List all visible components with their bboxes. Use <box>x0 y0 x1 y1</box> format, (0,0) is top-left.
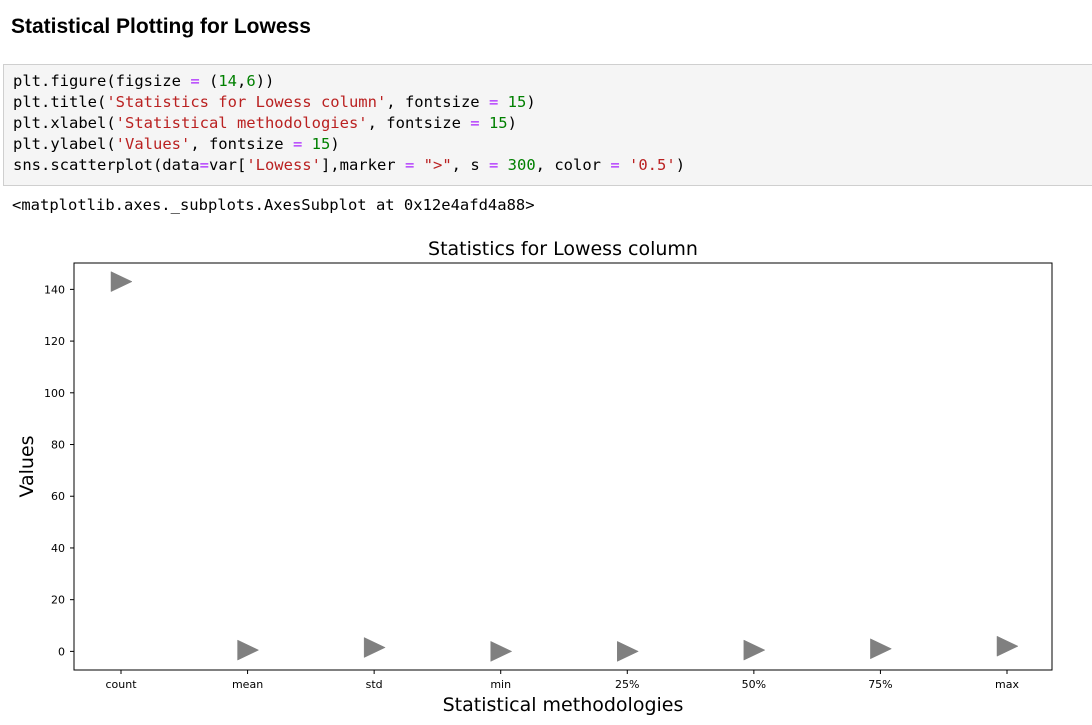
code-token: ">" <box>423 156 452 174</box>
x-tick-label: 25% <box>615 678 639 691</box>
code-token: var[ <box>208 156 247 174</box>
code-token: = <box>488 93 499 111</box>
code-token: 300 <box>507 156 536 174</box>
code-token: , <box>237 72 247 90</box>
scatter-point <box>617 640 639 662</box>
code-token: 'Values' <box>115 135 191 153</box>
code-token: , color <box>535 156 611 174</box>
code-token: ) <box>675 156 686 174</box>
code-token: 6 <box>246 72 256 90</box>
code-token: 15 <box>507 93 527 111</box>
code-token <box>414 156 423 174</box>
code-token: , fontsize <box>190 135 293 153</box>
scatter-point <box>363 637 386 658</box>
code-token: = <box>404 156 415 174</box>
code-token: ) <box>526 93 536 111</box>
y-tick-label: 0 <box>58 645 65 658</box>
code-token: ) <box>330 135 340 153</box>
code-token: = <box>488 156 499 174</box>
code-line: plt.figure(figsize = (14,6)) <box>13 71 274 92</box>
code-line: sns.scatterplot(data=var['Lowess'],marke… <box>13 155 685 176</box>
code-token: ],marker <box>320 156 405 174</box>
y-tick-label: 80 <box>51 439 65 452</box>
code-cell[interactable]: plt.figure(figsize = (14,6)) plt.title('S… <box>3 64 1092 186</box>
code-token: sns.scatterplot(data <box>13 156 200 174</box>
code-token <box>480 114 489 132</box>
code-token <box>620 156 629 174</box>
y-tick-label: 60 <box>51 490 65 503</box>
cell-output-text: <matplotlib.axes._subplots.AxesSubplot a… <box>12 196 535 214</box>
scatter-point <box>996 635 1019 657</box>
y-tick-label: 140 <box>44 283 65 296</box>
code-token: 'Statistics for Lowess column' <box>106 93 387 111</box>
code-token: plt.xlabel( <box>13 114 116 132</box>
code-token: = <box>199 156 209 174</box>
x-tick-label: count <box>105 678 137 691</box>
code-token: 'Statistical methodologies' <box>115 114 368 132</box>
scatter-point <box>870 638 893 660</box>
code-token: , fontsize <box>367 114 471 132</box>
code-token: 15 <box>311 135 331 153</box>
code-token: plt.title( <box>13 93 107 111</box>
code-token: 15 <box>488 114 508 132</box>
code-token: plt.ylabel( <box>13 135 116 153</box>
code-token: = <box>610 156 620 174</box>
y-tick-label: 100 <box>44 387 65 400</box>
code-token: ) <box>507 114 517 132</box>
code-token: plt.figure(figsize <box>13 72 191 90</box>
x-tick-label: min <box>490 678 511 691</box>
code-token: = <box>190 72 200 90</box>
plot-frame <box>73 262 1053 671</box>
scatter-point <box>110 271 133 293</box>
x-tick-label: std <box>366 678 383 691</box>
x-axis-label: Statistical methodologies <box>443 694 684 716</box>
scatter-point <box>743 639 766 661</box>
code-token: )) <box>255 72 275 90</box>
code-token: , s <box>451 156 489 174</box>
code-token: '0.5' <box>629 156 676 174</box>
scatter-point <box>237 639 260 661</box>
scatter-plot: Statistics for Lowess column 0 20 40 60 80 100… <box>16 238 1053 716</box>
code-token: 'Lowess' <box>246 156 321 174</box>
code-line: plt.xlabel('Statistical methodologies', … <box>13 113 517 134</box>
x-tick-label: 50% <box>742 678 766 691</box>
y-tick-label: 120 <box>44 335 65 348</box>
y-tick-label: 20 <box>51 594 65 607</box>
code-line: plt.title('Statistics for Lowess column'… <box>13 92 536 113</box>
code-token <box>498 156 507 174</box>
code-token <box>302 135 311 153</box>
chart-title: Statistics for Lowess column <box>428 238 698 260</box>
code-line: plt.ylabel('Values', fontsize = 15) <box>13 134 340 155</box>
code-token: , fontsize <box>386 93 489 111</box>
code-token: = <box>292 135 303 153</box>
y-tick-label: 40 <box>51 542 65 555</box>
scatter-point <box>490 640 513 662</box>
code-token: ( <box>199 72 219 90</box>
y-axis-label: Values <box>16 435 38 497</box>
x-tick-label: max <box>995 678 1019 691</box>
x-tick-label: 75% <box>868 678 892 691</box>
section-heading: Statistical Plotting for Lowess <box>11 15 311 38</box>
code-token: = <box>470 114 480 132</box>
code-token <box>498 93 507 111</box>
x-tick-label: mean <box>232 678 263 691</box>
code-token: 14 <box>218 72 237 90</box>
